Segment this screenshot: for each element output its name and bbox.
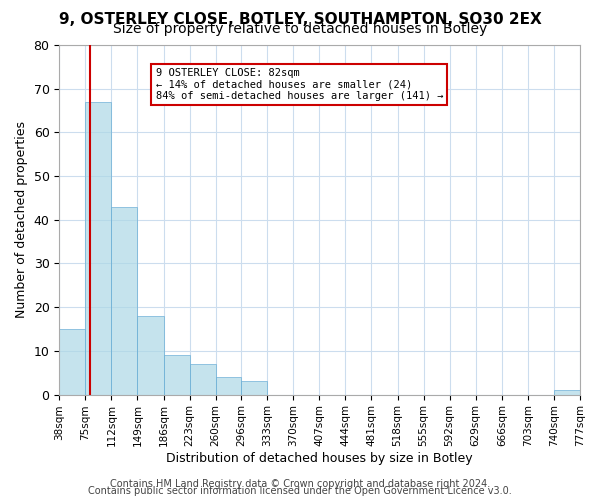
Bar bbox=[241, 382, 267, 394]
Bar bbox=[137, 316, 164, 394]
Bar bbox=[112, 206, 137, 394]
X-axis label: Distribution of detached houses by size in Botley: Distribution of detached houses by size … bbox=[166, 452, 473, 465]
Bar bbox=[554, 390, 580, 394]
Bar bbox=[85, 102, 112, 395]
Text: Size of property relative to detached houses in Botley: Size of property relative to detached ho… bbox=[113, 22, 487, 36]
Bar bbox=[216, 377, 241, 394]
Bar bbox=[59, 329, 85, 394]
Bar bbox=[190, 364, 216, 394]
Text: 9 OSTERLEY CLOSE: 82sqm
← 14% of detached houses are smaller (24)
84% of semi-de: 9 OSTERLEY CLOSE: 82sqm ← 14% of detache… bbox=[155, 68, 443, 101]
Text: 9, OSTERLEY CLOSE, BOTLEY, SOUTHAMPTON, SO30 2EX: 9, OSTERLEY CLOSE, BOTLEY, SOUTHAMPTON, … bbox=[59, 12, 541, 28]
Y-axis label: Number of detached properties: Number of detached properties bbox=[15, 122, 28, 318]
Text: Contains public sector information licensed under the Open Government Licence v3: Contains public sector information licen… bbox=[88, 486, 512, 496]
Text: Contains HM Land Registry data © Crown copyright and database right 2024.: Contains HM Land Registry data © Crown c… bbox=[110, 479, 490, 489]
Bar bbox=[164, 356, 190, 395]
